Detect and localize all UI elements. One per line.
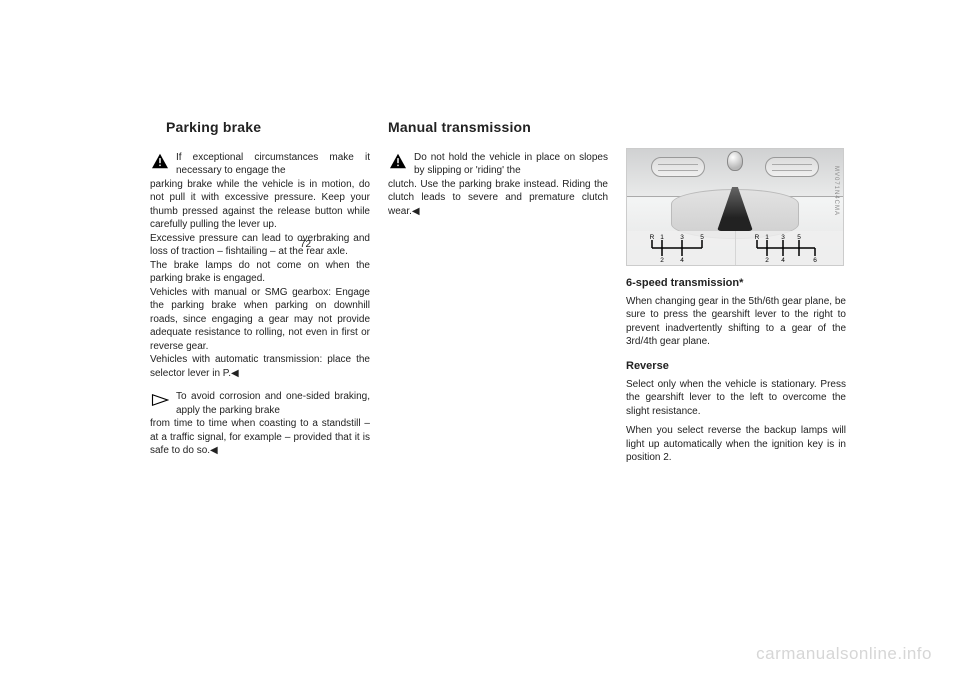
text-reverse-2: When you select reverse the backup lamps…	[626, 424, 846, 465]
svg-text:4: 4	[781, 257, 785, 262]
tip-icon	[150, 390, 170, 410]
svg-text:R: R	[649, 234, 654, 241]
vent-left	[651, 157, 705, 177]
end-mark-icon: ◀	[231, 368, 239, 379]
svg-text:6: 6	[813, 257, 817, 262]
text-6-speed: When changing gear in the 5th/6th gear p…	[626, 295, 846, 349]
gearshift-figure: MV071N4CMA	[626, 148, 844, 266]
shift-patterns: R 1 3 5 2 4	[627, 231, 843, 265]
pattern-5speed: R 1 3 5 2 4	[627, 231, 736, 265]
warning-body-content-2: clutch. Use the parking brake instead. R…	[388, 179, 608, 217]
warning-block-2: Do not hold the vehicle in place on slop…	[388, 151, 608, 178]
svg-text:5: 5	[797, 234, 801, 241]
svg-text:1: 1	[660, 234, 664, 241]
manual-page: 72 Parking brake If exceptional circumst…	[0, 0, 960, 678]
tip-body-content: from time to time when coasting to a sta…	[150, 418, 370, 456]
warning-lead-text: If exceptional circumstances make it nec…	[176, 151, 370, 178]
svg-text:2: 2	[765, 257, 769, 262]
heading-reverse: Reverse	[626, 359, 846, 374]
watermark-text: carmanualsonline.info	[756, 644, 932, 664]
svg-text:3: 3	[781, 234, 785, 241]
content-columns: 72 Parking brake If exceptional circumst…	[150, 118, 850, 465]
column-1: 72 Parking brake If exceptional circumst…	[150, 118, 370, 465]
heading-parking-brake: Parking brake	[166, 118, 370, 137]
warning-block: If exceptional circumstances make it nec…	[150, 151, 370, 178]
svg-text:4: 4	[680, 257, 684, 262]
page-number: 72	[300, 238, 311, 252]
end-mark-icon: ◀	[210, 445, 218, 456]
tip-lead-text: To avoid corrosion and one-sided braking…	[176, 390, 370, 417]
tip-body-text: from time to time when coasting to a sta…	[150, 417, 370, 458]
figure-id-label: MV071N4CMA	[831, 151, 841, 231]
vent-right	[765, 157, 819, 177]
svg-text:5: 5	[700, 234, 704, 241]
warning-body-text-2: clutch. Use the parking brake instead. R…	[388, 178, 608, 219]
column-3: MV071N4CMA	[626, 118, 846, 465]
svg-text:2: 2	[660, 257, 664, 262]
warning-lead-text-2: Do not hold the vehicle in place on slop…	[414, 151, 608, 178]
tip-block: To avoid corrosion and one-sided braking…	[150, 390, 370, 417]
column-2: Manual transmission Do not hold the vehi…	[388, 118, 608, 465]
heading-manual-transmission: Manual transmission	[388, 118, 608, 137]
heading-6-speed: 6-speed transmission*	[626, 276, 846, 291]
warning-body-content: parking brake while the vehicle is in mo…	[150, 179, 370, 379]
warning-icon	[150, 151, 170, 171]
svg-text:3: 3	[680, 234, 684, 241]
shifter-knob	[727, 151, 743, 171]
pattern-6speed: R 1 3 5 2 4 6	[736, 231, 844, 265]
text-reverse-1: Select only when the vehicle is stationa…	[626, 378, 846, 419]
end-mark-icon: ◀	[412, 206, 420, 217]
svg-text:R: R	[755, 234, 760, 241]
warning-body-text: parking brake while the vehicle is in mo…	[150, 178, 370, 381]
warning-icon	[388, 151, 408, 171]
svg-text:1: 1	[765, 234, 769, 241]
